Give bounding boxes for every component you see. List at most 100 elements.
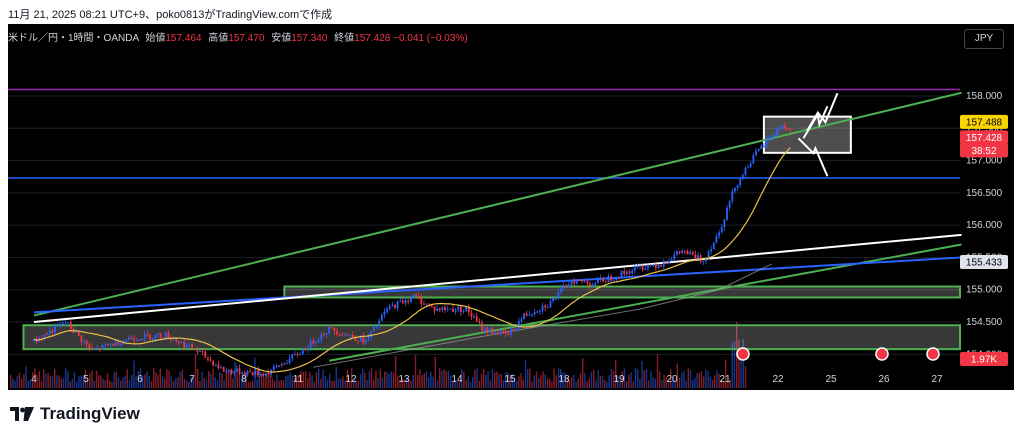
volume-bar — [351, 368, 353, 388]
candle-body — [101, 344, 104, 350]
volume-bar — [610, 368, 612, 388]
candle-body — [114, 340, 117, 346]
candle-body — [568, 284, 570, 288]
candle-body — [228, 370, 230, 372]
volume-bar — [353, 378, 355, 388]
volume-bar — [522, 379, 524, 388]
volume-bar — [703, 376, 705, 388]
candle-body — [162, 337, 165, 339]
candle-body — [554, 298, 557, 300]
volume-bar — [315, 372, 318, 388]
candle-body — [143, 333, 146, 340]
volume-bar — [637, 369, 639, 388]
low-label: 安値 — [271, 33, 292, 44]
candle-body — [718, 232, 720, 236]
volume-bar — [436, 380, 439, 388]
candle-body — [330, 326, 333, 328]
volume-bar — [304, 371, 307, 388]
volume-bar — [599, 375, 601, 388]
candle-body — [641, 265, 644, 270]
volume-bar — [430, 371, 432, 388]
tradingview-logo: TradingView — [10, 404, 140, 424]
volume-bar — [62, 378, 65, 388]
volume-bar — [186, 380, 188, 388]
candle-body — [69, 322, 72, 329]
candle-body — [620, 270, 623, 278]
candle-body — [280, 363, 283, 366]
chart-pane[interactable]: 158.000157.500157.000156.500156.000155.5… — [8, 24, 1014, 390]
volume-bar — [395, 356, 397, 388]
lower-support-zone — [22, 324, 961, 351]
x-tick-label-6: 12 — [345, 374, 357, 385]
volume-bar — [480, 373, 483, 388]
volume-bar — [214, 377, 216, 388]
candle-body — [628, 271, 631, 274]
volume-bar — [183, 378, 186, 388]
candle-body — [467, 306, 470, 313]
candle-body — [238, 368, 241, 374]
candle-body — [88, 344, 91, 348]
volume-bar — [333, 380, 335, 388]
change-value: −0.041 (−0.03%) — [393, 33, 468, 44]
candle-body — [710, 249, 713, 252]
candle-body — [257, 370, 259, 375]
volume-bar — [535, 371, 538, 388]
volume-bar — [439, 368, 441, 388]
candle-body — [636, 266, 639, 268]
candle-body — [41, 338, 43, 340]
candle-body — [404, 300, 407, 304]
volume-bar — [282, 380, 285, 388]
candle-body — [117, 340, 120, 346]
volume-bar — [199, 380, 201, 388]
candle-body — [383, 311, 386, 315]
candle-body — [499, 330, 502, 335]
volume-bar — [491, 369, 494, 388]
candle-body — [402, 300, 404, 304]
candle-body — [517, 321, 520, 329]
candle-body — [267, 373, 270, 375]
volume-bar — [505, 372, 507, 388]
candle-body — [301, 349, 304, 355]
candle-body — [54, 325, 56, 333]
candle-body — [222, 367, 225, 372]
volume-bar — [428, 377, 430, 388]
candle-body — [125, 339, 128, 341]
volume-bar — [483, 369, 485, 388]
candle-body — [736, 185, 739, 188]
x-tick-label-0: 4 — [31, 374, 37, 385]
candle-body — [639, 265, 641, 267]
candle-body — [325, 333, 328, 335]
low-value: 157.340 — [291, 33, 328, 44]
volume-bar — [54, 368, 56, 388]
volume-bar — [139, 368, 142, 388]
volume-bar — [478, 381, 480, 388]
volume-bar — [681, 372, 683, 388]
volume-bar — [181, 369, 183, 388]
volume-bar — [313, 381, 315, 388]
candle-body — [454, 309, 457, 312]
candle-body — [697, 255, 699, 259]
candle-body — [741, 174, 744, 178]
x-tick-label-1: 5 — [83, 374, 89, 385]
volume-bar — [362, 368, 364, 388]
volume-bar — [630, 372, 632, 388]
candle-body — [552, 298, 554, 301]
volume-bar — [247, 382, 249, 388]
volume-bar — [25, 366, 27, 388]
candle-body — [789, 128, 792, 131]
volume-bar — [192, 375, 194, 388]
candle-body — [425, 303, 428, 305]
volume-bar — [359, 374, 362, 388]
moving-average — [33, 147, 791, 373]
candle-body — [104, 344, 107, 346]
candle-body — [246, 371, 249, 375]
x-tick-label-3: 7 — [189, 374, 195, 385]
price-chart[interactable]: 158.000157.500157.000156.500156.000155.5… — [8, 24, 1014, 390]
candle-body — [459, 306, 462, 313]
volume-bar — [425, 371, 428, 388]
currency-button[interactable]: JPY — [964, 29, 1004, 49]
volume-bar — [421, 375, 423, 388]
candle-body — [75, 331, 78, 333]
volume-bar — [562, 372, 564, 388]
volume-bar — [643, 370, 645, 388]
